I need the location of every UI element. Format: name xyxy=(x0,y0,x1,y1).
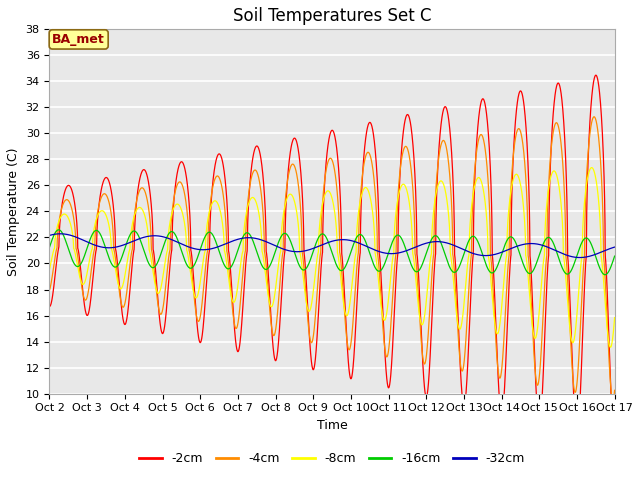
Line: -8cm: -8cm xyxy=(49,168,614,347)
-4cm xyxy=(143,198,151,204)
-8cm xyxy=(143,226,151,231)
-4cm xyxy=(287,164,294,169)
-32cm xyxy=(600,248,608,254)
Line: -32cm: -32cm xyxy=(49,234,614,258)
Text: BA_met: BA_met xyxy=(52,33,105,46)
-4cm xyxy=(600,255,607,261)
-2cm xyxy=(539,384,547,390)
-2cm xyxy=(143,174,151,180)
-8cm xyxy=(588,165,595,170)
-8cm xyxy=(45,267,53,273)
-4cm xyxy=(110,247,118,252)
-4cm xyxy=(539,321,547,327)
-2cm xyxy=(592,72,600,78)
-16cm xyxy=(45,244,53,250)
-2cm xyxy=(600,162,607,168)
-2cm xyxy=(262,249,270,254)
-8cm xyxy=(287,192,294,197)
-8cm xyxy=(262,277,270,283)
-32cm xyxy=(144,234,152,240)
-32cm xyxy=(287,248,294,254)
-32cm xyxy=(611,244,618,250)
-32cm xyxy=(262,239,270,245)
-8cm xyxy=(110,257,118,263)
-16cm xyxy=(287,239,294,245)
Y-axis label: Soil Temperature (C): Soil Temperature (C) xyxy=(7,147,20,276)
-2cm xyxy=(110,210,118,216)
-4cm xyxy=(590,114,598,120)
-2cm xyxy=(611,439,618,445)
-2cm xyxy=(45,303,53,309)
-32cm xyxy=(576,255,584,261)
-8cm xyxy=(539,267,547,273)
-8cm xyxy=(600,279,607,285)
-32cm xyxy=(56,231,64,237)
Line: -4cm: -4cm xyxy=(49,117,614,399)
-32cm xyxy=(45,232,53,238)
-16cm xyxy=(55,227,63,233)
-2cm xyxy=(287,147,294,153)
Title: Soil Temperatures Set C: Soil Temperatures Set C xyxy=(233,7,431,25)
Legend: -2cm, -4cm, -8cm, -16cm, -32cm: -2cm, -4cm, -8cm, -16cm, -32cm xyxy=(134,447,530,470)
-4cm xyxy=(45,288,53,293)
-16cm xyxy=(611,253,618,259)
-16cm xyxy=(601,272,609,277)
-4cm xyxy=(262,263,270,268)
-32cm xyxy=(539,242,547,248)
-4cm xyxy=(611,387,618,393)
Line: -2cm: -2cm xyxy=(49,75,614,442)
-8cm xyxy=(611,315,618,321)
-16cm xyxy=(262,266,270,272)
X-axis label: Time: Time xyxy=(317,419,348,432)
-16cm xyxy=(110,264,118,270)
Line: -16cm: -16cm xyxy=(49,230,614,275)
-16cm xyxy=(600,271,607,277)
-4cm xyxy=(609,396,617,402)
-16cm xyxy=(539,242,547,248)
-32cm xyxy=(110,244,118,250)
-8cm xyxy=(607,344,614,350)
-16cm xyxy=(144,258,152,264)
